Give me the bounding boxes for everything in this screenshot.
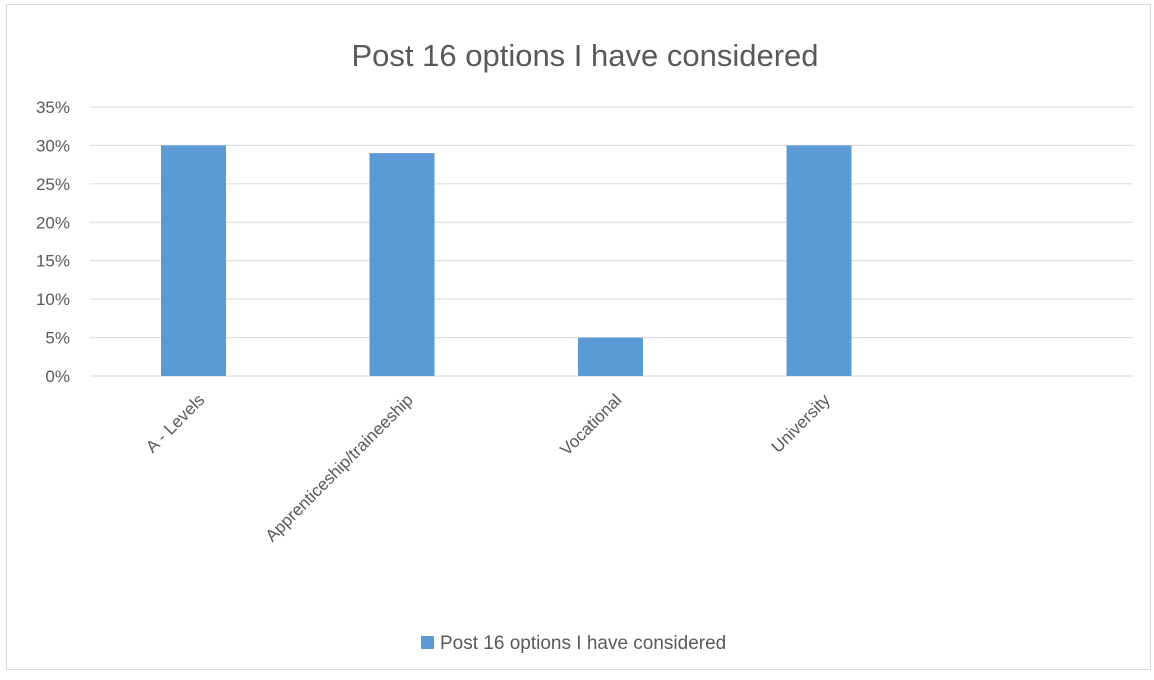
gridlines (90, 106, 1133, 377)
y-tick-label: 20% (36, 213, 70, 232)
bar (161, 145, 226, 376)
bar (786, 145, 852, 376)
chart-area: Post 16 options I have considered 0% 5% 10… (6, 4, 1151, 670)
y-axis-tick-labels: 0% 5% 10% 15% 20% 25% 30% 35% (36, 98, 70, 386)
x-axis-tick-labels: A - Levels Apprenticeship/traineeship Voca… (142, 390, 834, 545)
y-tick-label: 15% (36, 252, 70, 271)
x-tick-label: Apprenticeship/traineeship (262, 390, 417, 545)
legend-label: Post 16 options I have considered (440, 633, 726, 654)
y-tick-label: 35% (36, 98, 70, 117)
bars (161, 145, 852, 376)
x-tick-label: Vocational (556, 390, 625, 459)
bar (369, 153, 435, 376)
legend-swatch (421, 636, 434, 649)
bar (578, 337, 643, 376)
chart-svg: Post 16 options I have considered 0% 5% 10… (36, 38, 1133, 654)
legend: Post 16 options I have considered (421, 633, 726, 654)
y-tick-label: 5% (45, 329, 70, 348)
chart-title: Post 16 options I have considered (351, 38, 818, 73)
y-tick-label: 0% (45, 367, 70, 386)
x-tick-label: University (768, 390, 835, 457)
y-tick-label: 25% (36, 175, 70, 194)
y-tick-label: 30% (36, 136, 70, 155)
x-tick-label: A - Levels (142, 390, 208, 456)
y-tick-label: 10% (36, 290, 70, 309)
